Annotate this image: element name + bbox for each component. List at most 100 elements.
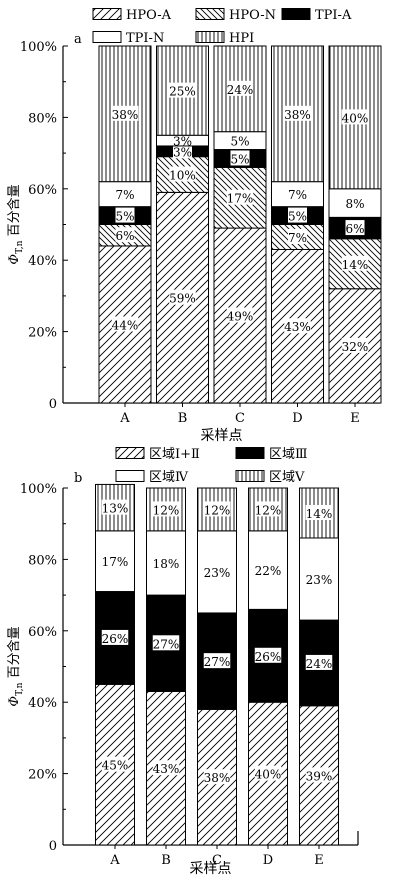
legend-item: TPI-N: [92, 31, 164, 46]
data-label-bg: [288, 228, 307, 244]
data-label-bg: [226, 189, 254, 205]
y-tick-label: 40%: [28, 254, 57, 269]
data-label: 24%: [306, 657, 333, 671]
bar-segment: [248, 530, 288, 610]
legend-item: TPI-A: [281, 8, 352, 23]
legend-item: 区域Ⅰ+Ⅱ: [115, 447, 200, 462]
data-label-bg: [115, 207, 135, 223]
y-axis-title: ΦT,n 百分含量: [6, 626, 25, 706]
data-label: 12%: [153, 503, 180, 517]
bar-segment: [98, 181, 152, 208]
y-tick-label: 20%: [28, 768, 57, 783]
data-label-bg: [230, 150, 250, 166]
legend-label: TPI-N: [126, 31, 164, 46]
bar-segment: [299, 537, 339, 621]
y-axis-title-text: 百分含量: [6, 626, 22, 682]
data-label-bg: [305, 767, 333, 783]
data-label: 18%: [153, 557, 180, 571]
legend-item: 区域Ⅳ: [115, 470, 189, 485]
data-label: 17%: [227, 192, 254, 206]
panel-label: a: [74, 32, 82, 47]
bar-segment: [146, 530, 186, 596]
y-tick-label: 0: [49, 839, 57, 854]
data-label-bg: [284, 318, 311, 334]
x-tick-label: E: [350, 411, 360, 426]
data-label-bg: [203, 653, 231, 669]
legend-swatch: [235, 447, 265, 459]
legend-label: 区域Ⅲ: [269, 447, 308, 462]
data-label: 17%: [102, 555, 129, 569]
data-label-bg: [254, 765, 282, 781]
y-axis-title-subscript: T,n: [15, 682, 25, 696]
data-label: 5%: [230, 152, 249, 166]
data-label: 27%: [153, 637, 180, 651]
x-tick-label: E: [314, 853, 324, 868]
data-label-bg: [254, 501, 282, 517]
y-axis-title-symbol: Φ: [7, 254, 22, 265]
data-label: 8%: [345, 197, 364, 211]
y-tick-label: 40%: [28, 696, 57, 711]
data-label-bg: [101, 756, 129, 772]
bar-segment: [197, 530, 237, 614]
legend-item: 区域Ⅲ: [235, 447, 308, 462]
data-label-bg: [152, 501, 180, 517]
bar-segment: [328, 188, 382, 218]
data-label: 26%: [255, 650, 282, 664]
legend-label: HPO-A: [126, 8, 172, 23]
data-label: 32%: [342, 340, 369, 354]
data-label: 45%: [102, 759, 129, 773]
data-label: 25%: [169, 85, 196, 99]
panel-label: b: [74, 471, 82, 486]
legend-swatch: [115, 470, 145, 482]
legend-label: TPI-A: [315, 8, 352, 23]
data-label: 6%: [115, 229, 134, 243]
data-label-bg: [284, 105, 311, 121]
data-label: 38%: [284, 108, 311, 122]
x-axis-title: 采样点: [201, 428, 243, 444]
data-label: 44%: [112, 318, 139, 332]
data-label: 12%: [255, 503, 282, 517]
x-tick-label: B: [178, 411, 188, 426]
x-tick-label: C: [212, 853, 222, 868]
data-label: 6%: [345, 222, 364, 236]
data-label: 5%: [115, 210, 134, 224]
data-label: 27%: [204, 655, 231, 669]
data-label: 3%: [173, 135, 192, 149]
data-label: 10%: [169, 169, 196, 183]
x-axis-title: 采样点: [190, 861, 232, 877]
legend-item: HPI: [195, 31, 254, 46]
data-label-bg: [203, 501, 231, 517]
legend-item: 区域Ⅴ: [235, 470, 305, 485]
y-axis-title-text: 百分含量: [6, 184, 22, 240]
data-label-bg: [101, 499, 129, 515]
data-label: 39%: [306, 769, 333, 783]
legend-swatch: [195, 31, 225, 43]
data-label-bg: [341, 337, 369, 353]
data-label: 7%: [115, 188, 134, 202]
data-label: 7%: [288, 188, 307, 202]
data-label-bg: [305, 654, 333, 670]
x-tick-label: C: [235, 411, 245, 426]
data-label: 22%: [255, 564, 282, 578]
data-label: 12%: [204, 503, 231, 517]
legend-swatch: [92, 31, 122, 43]
data-label-bg: [203, 769, 231, 785]
y-tick-label: 60%: [28, 625, 57, 640]
legend-swatch: [235, 470, 265, 482]
data-label: 23%: [306, 573, 333, 587]
data-label-bg: [226, 307, 254, 323]
data-label: 24%: [227, 83, 254, 97]
legend-label: 区域Ⅳ: [149, 470, 189, 485]
bar-segment: [95, 530, 135, 593]
y-tick-label: 80%: [28, 553, 57, 568]
y-axis-title-subscript: T,n: [15, 240, 25, 254]
data-label: 59%: [169, 292, 196, 306]
legend-label: HPI: [229, 31, 254, 46]
data-label: 49%: [227, 310, 254, 324]
data-label: 43%: [284, 320, 311, 334]
data-label: 43%: [153, 762, 180, 776]
data-label: 3%: [173, 145, 192, 159]
legend-label: HPO-N: [229, 8, 276, 23]
data-label: 40%: [255, 768, 282, 782]
